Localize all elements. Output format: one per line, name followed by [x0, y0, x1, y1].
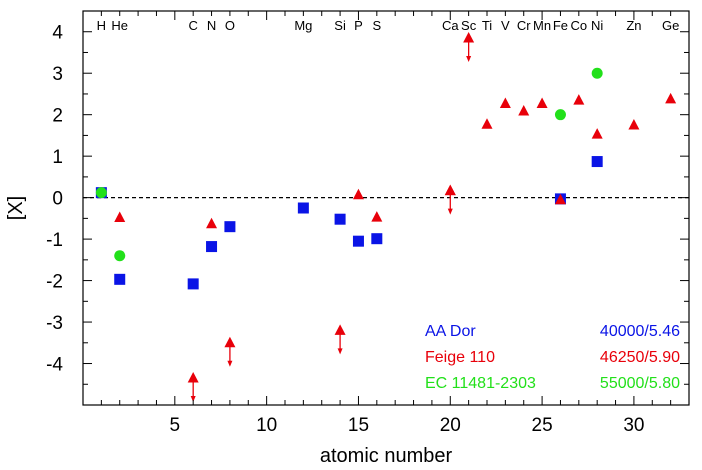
- upper-limit-arrowhead: [337, 348, 343, 355]
- x-tick-label: 25: [532, 415, 553, 436]
- element-label-ge: Ge: [662, 18, 679, 33]
- y-tick-label: 4: [52, 23, 63, 44]
- element-label-ni: Ni: [591, 18, 603, 33]
- triangle-point: [518, 104, 530, 116]
- element-label-h: H: [97, 18, 106, 33]
- series-ec-11481-2303: [95, 67, 603, 262]
- triangle-point: [499, 97, 511, 108]
- square-point: [187, 278, 199, 290]
- upper-limit-arrowhead: [190, 396, 196, 403]
- circle-point: [114, 250, 126, 262]
- y-tick-label: -3: [46, 313, 63, 334]
- element-label-si: Si: [334, 18, 346, 33]
- x-tick-label: 15: [348, 415, 369, 436]
- upper-limit-point: [187, 372, 199, 403]
- y-tick-label: -1: [46, 230, 63, 251]
- y-tick-label: 3: [52, 64, 63, 85]
- square-point: [206, 241, 218, 253]
- y-tick-label: -4: [46, 355, 63, 376]
- series-aa-dor: [95, 156, 603, 290]
- legend-params: 40000/5.46: [600, 323, 680, 340]
- triangle-point: [591, 128, 603, 139]
- element-label-co: Co: [571, 18, 588, 33]
- circle-point: [554, 109, 566, 121]
- triangle-point: [114, 211, 126, 223]
- triangle-point: [206, 217, 218, 229]
- y-axis-title: [X]: [5, 196, 27, 220]
- plot-frame: [82, 10, 690, 406]
- upper-limit-arrowhead: [466, 55, 472, 62]
- circle-point: [95, 187, 107, 199]
- y-tick-label: 1: [52, 147, 63, 168]
- y-tick-label: -2: [46, 272, 63, 293]
- series-feige-110: [114, 31, 677, 403]
- legend: AA Dor 40000/5.46 Feige 110 46250/5.90 EC 11…: [425, 323, 680, 392]
- square-point: [224, 221, 236, 233]
- x-axis-title: atomic number: [320, 445, 453, 467]
- legend-name: Feige 110: [425, 349, 495, 366]
- legend-params: 55000/5.80: [600, 375, 680, 392]
- element-label-zn: Zn: [626, 18, 641, 33]
- x-tick-label: 10: [256, 415, 277, 436]
- upper-limit-marker: [334, 324, 346, 335]
- square-point: [334, 213, 346, 225]
- series-layer: [95, 31, 677, 403]
- upper-limit-arrowhead: [447, 208, 453, 215]
- x-tick-label: 20: [440, 415, 461, 436]
- x-tick-label: 5: [170, 415, 181, 436]
- element-label-sc: Sc: [461, 18, 477, 33]
- triangle-point: [665, 92, 677, 104]
- triangle-point: [371, 211, 383, 222]
- upper-limit-marker: [187, 372, 199, 383]
- legend-name: AA Dor: [425, 323, 476, 340]
- triangle-point: [554, 193, 566, 205]
- element-label-ti: Ti: [482, 18, 492, 33]
- element-label-o: O: [225, 18, 235, 33]
- element-label-he: He: [111, 18, 128, 33]
- upper-limit-marker: [224, 336, 236, 348]
- upper-limit-point: [463, 31, 475, 62]
- element-label-n: N: [207, 18, 216, 33]
- square-point: [591, 156, 603, 168]
- element-label-cr: Cr: [517, 18, 531, 33]
- triangle-point: [573, 94, 585, 105]
- upper-limit-point: [334, 324, 346, 355]
- element-label-fe: Fe: [553, 18, 568, 33]
- upper-limit-marker: [444, 184, 456, 196]
- element-label-ca: Ca: [442, 18, 459, 33]
- square-point: [297, 202, 309, 214]
- upper-limit-point: [444, 184, 456, 215]
- square-point: [352, 235, 364, 247]
- element-label-s: S: [372, 18, 381, 33]
- element-label-mg: Mg: [294, 18, 312, 33]
- circle-point: [591, 67, 603, 79]
- element-labels-layer: H He C N O Mg Si P S Ca Sc Ti V Cr Mn Fe Co Ni Zn Ge: [97, 18, 680, 33]
- upper-limit-point: [224, 336, 236, 367]
- upper-limit-arrowhead: [227, 360, 233, 367]
- y-tick-label: 2: [52, 106, 63, 127]
- square-point: [114, 273, 126, 285]
- legend-name: EC 11481-2303: [425, 375, 536, 392]
- triangle-point: [536, 97, 548, 108]
- element-label-mn: Mn: [533, 18, 551, 33]
- x-tick-label: 30: [623, 415, 644, 436]
- triangle-point: [628, 119, 640, 130]
- triangle-point: [481, 118, 493, 129]
- square-point: [371, 233, 383, 245]
- triangle-point: [352, 188, 364, 200]
- upper-limit-marker: [463, 31, 475, 43]
- element-label-c: C: [188, 18, 197, 33]
- y-tick-label: 0: [52, 189, 63, 210]
- legend-params: 46250/5.90: [600, 349, 680, 366]
- element-label-v: V: [501, 18, 510, 33]
- element-label-p: P: [354, 18, 363, 33]
